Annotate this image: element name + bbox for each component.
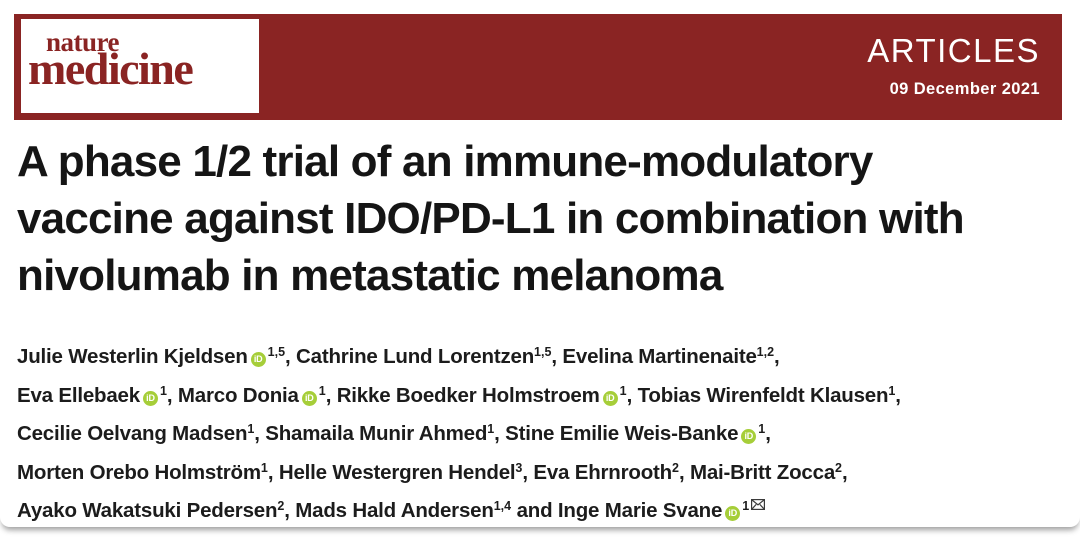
article-title-line-3: nivolumab in metastatic melanoma: [17, 251, 723, 300]
affiliation-superscript: 2: [835, 460, 842, 475]
orcid-icon[interactable]: iD: [250, 352, 266, 367]
affiliation-superscript: 1: [888, 383, 896, 398]
author-name: Inge Marie Svane: [557, 499, 723, 522]
journal-logo-medicine: medicine: [28, 43, 194, 94]
author-name: Mai-Britt Zocca: [689, 460, 836, 484]
email-icon[interactable]: [751, 499, 766, 513]
author-name: Julie Westerlin Kjeldsen: [17, 345, 248, 368]
author-separator: ,: [551, 345, 563, 368]
author-separator: ,: [285, 345, 297, 368]
author-name: Stine Emilie Weis-Banke: [505, 422, 739, 445]
orcid-icon[interactable]: iD: [602, 390, 618, 406]
affiliation-superscript: 1: [318, 383, 326, 398]
journal-logo[interactable]: nature medicine: [21, 19, 259, 113]
article-title-line-2: vaccine against IDO/PD-L1 in combination…: [17, 194, 965, 243]
journal-logo-nature: nature: [46, 27, 120, 57]
author-name: Eva Ehrnrooth: [533, 460, 672, 484]
publication-date: 09 December 2021: [889, 80, 1040, 98]
author-name: Marco Donia: [177, 383, 299, 407]
author-separator: ,: [284, 499, 296, 522]
author-line: Ayako Wakatsuki Pedersen2, Mads Hald And…: [17, 493, 1067, 532]
author-separator: ,: [325, 383, 337, 407]
affiliation-superscript: 2: [277, 499, 285, 513]
author-name: Shamaila Munir Ahmed: [265, 422, 488, 445]
journal-banner: nature medicine ARTICLES 09 December 202…: [14, 14, 1062, 120]
author-name: Evelina Martinenaite: [562, 345, 757, 368]
affiliation-superscript: 1: [159, 383, 167, 398]
affiliation-superscript: 3: [515, 460, 523, 475]
section-label[interactable]: ARTICLES: [867, 32, 1040, 69]
affiliation-superscript: 1,4: [493, 499, 512, 513]
author-name: Tobias Wirenfeldt Klausen: [637, 383, 889, 407]
affiliation-superscript: 2: [672, 460, 679, 475]
banner-right-block: ARTICLES 09 December 2021: [867, 33, 1040, 99]
orcid-icon[interactable]: iD: [301, 390, 317, 406]
author-name: Mads Hald Andersen: [295, 499, 494, 522]
affiliation-superscript: 1: [260, 460, 268, 475]
affiliation-superscript: 1: [742, 499, 750, 513]
affiliation-superscript: 1,5: [267, 345, 286, 359]
author-separator: ,: [166, 383, 178, 407]
affiliation-superscript: 1: [247, 422, 255, 436]
author-separator: ,: [254, 422, 266, 445]
author-separator: and: [511, 499, 558, 522]
affiliation-superscript: 1: [487, 422, 495, 436]
author-line-trail: ,: [774, 345, 780, 368]
author-name: Eva Ellebaek: [17, 383, 140, 407]
author-name: Morten Orebo Holmström: [17, 460, 261, 484]
author-line: Cecilie Oelvang Madsen1, Shamaila Munir …: [17, 416, 1067, 455]
author-list: Julie Westerlin Kjeldsen iD 1,5, Cathrine …: [17, 339, 1067, 532]
article-title: A phase 1/2 trial of an immune-modulator…: [17, 133, 1067, 304]
article-title-line-1: A phase 1/2 trial of an immune-modulator…: [17, 137, 873, 186]
author-name: Cecilie Oelvang Madsen: [17, 422, 248, 445]
article-header-card: nature medicine ARTICLES 09 December 202…: [14, 14, 1067, 522]
affiliation-superscript: 1,5: [534, 345, 552, 359]
affiliation-superscript: 1: [758, 422, 766, 436]
author-line: Eva Ellebaek iD 1, Marco Donia iD 1, Rikke B…: [17, 378, 1067, 417]
author-separator: ,: [267, 460, 279, 484]
author-line: Julie Westerlin Kjeldsen iD 1,5, Cathrine …: [17, 339, 1067, 378]
author-line-trail: ,: [765, 422, 771, 445]
author-line: Morten Orebo Holmström1, Helle Westergre…: [17, 455, 1067, 494]
author-line-trail: ,: [895, 383, 901, 407]
author-name: Cathrine Lund Lorentzen: [296, 345, 535, 368]
affiliation-superscript: 1: [619, 383, 627, 398]
affiliation-superscript: 1,2: [756, 345, 775, 359]
author-name: Helle Westergren Hendel: [278, 460, 516, 484]
author-line-trail: ,: [841, 460, 848, 484]
orcid-icon[interactable]: iD: [741, 429, 757, 444]
author-name: Rikke Boedker Holmstroem: [336, 383, 600, 407]
author-separator: ,: [626, 383, 638, 407]
author-separator: ,: [678, 460, 690, 484]
author-name: Ayako Wakatsuki Pedersen: [17, 499, 278, 522]
author-separator: ,: [494, 422, 506, 445]
orcid-icon[interactable]: iD: [725, 506, 741, 521]
author-separator: ,: [522, 460, 534, 484]
orcid-icon[interactable]: iD: [142, 390, 158, 406]
